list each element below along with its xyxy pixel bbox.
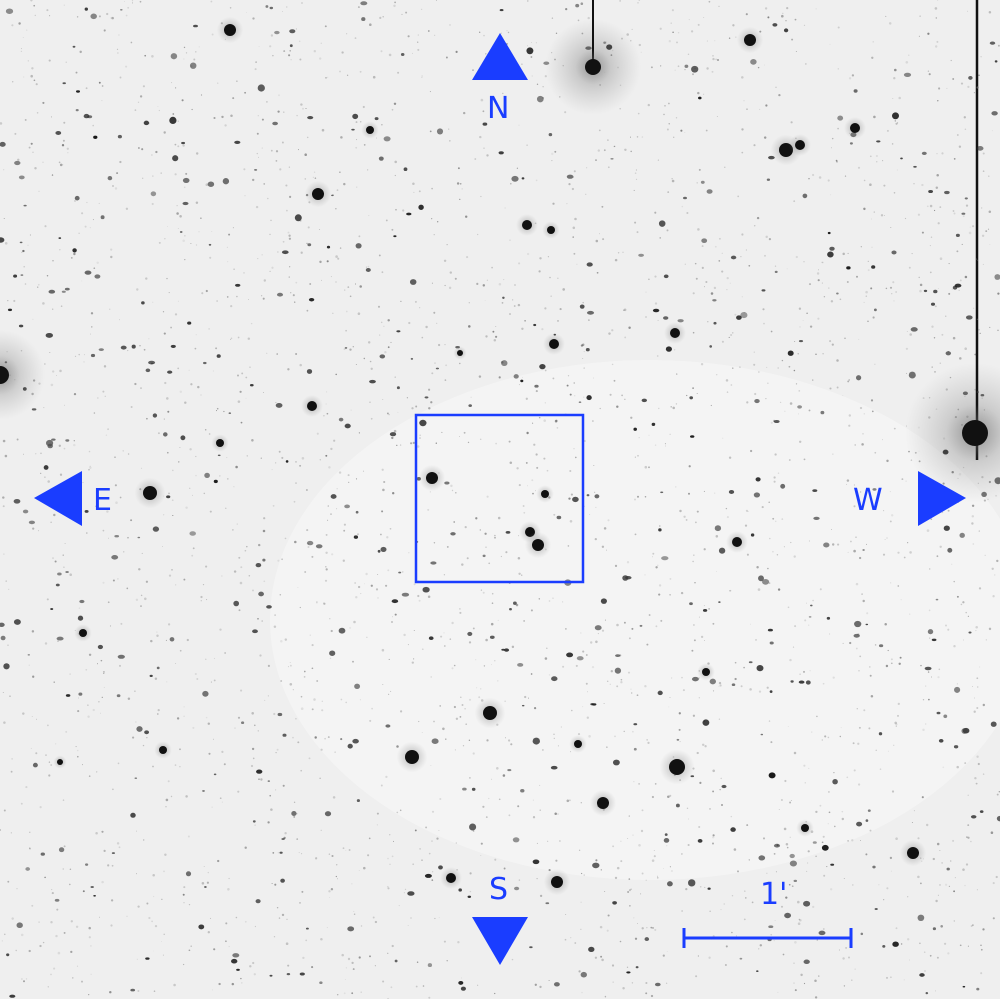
highlight-box — [414, 413, 585, 584]
west-label: W — [853, 483, 883, 518]
north-arrow-icon — [472, 33, 528, 80]
west-arrow-icon — [918, 471, 966, 526]
scale-bar — [682, 928, 853, 948]
south-arrow-icon — [472, 917, 528, 965]
east-arrow-icon — [34, 471, 82, 526]
north-label: N — [487, 91, 510, 126]
south-label: S — [489, 872, 509, 907]
scale-bar-label: 1' — [760, 877, 788, 912]
east-label: E — [93, 483, 112, 518]
